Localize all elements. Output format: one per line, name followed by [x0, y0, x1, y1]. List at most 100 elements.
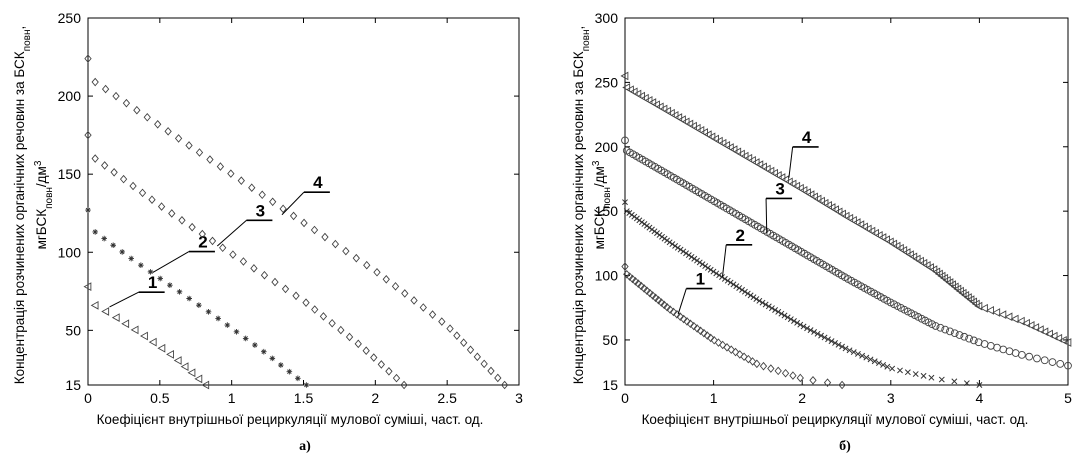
data-point	[130, 325, 139, 335]
data-point	[920, 372, 927, 379]
data-point	[777, 173, 786, 182]
data-point	[710, 335, 718, 345]
data-point	[428, 310, 437, 319]
y-axis-label-text: Концентрація розчинених органічних речов…	[571, 51, 586, 384]
data-point	[354, 339, 362, 349]
data-point	[1049, 331, 1058, 341]
data-point	[410, 296, 418, 305]
data-point	[473, 352, 481, 362]
data-point	[794, 319, 801, 326]
data-point	[237, 176, 245, 185]
data-point	[500, 380, 509, 390]
data-point	[951, 378, 958, 385]
data-point	[621, 136, 629, 145]
data-point	[659, 104, 668, 114]
y-axis-label-line1: Концентрація розчинених органічних речов…	[12, 26, 33, 385]
data-point	[904, 369, 911, 376]
data-point	[494, 373, 502, 383]
data-point	[111, 313, 120, 322]
data-point	[759, 162, 767, 172]
data-point	[998, 310, 1007, 320]
data-point	[621, 262, 629, 271]
data-point	[201, 380, 210, 390]
data-point	[711, 134, 719, 144]
data-point	[1033, 354, 1041, 363]
data-point	[722, 141, 731, 150]
data-point	[302, 298, 310, 307]
data-point	[166, 350, 174, 359]
data-point	[731, 347, 740, 357]
chart-panel-1: 0 0.5 1 1.5 2 2.5 3 15 50 100 150 200 250 1 2 3 4 Коефіці…	[12, 10, 523, 454]
data-point	[148, 337, 157, 347]
data-point	[648, 98, 657, 107]
y-axis-unit-tail: /дм	[592, 166, 607, 187]
data-point	[143, 112, 151, 122]
y-axis-label-subscript: повн	[22, 30, 33, 52]
data-point	[727, 279, 734, 286]
data-point	[941, 325, 950, 334]
data-point	[714, 338, 723, 347]
curve-label: 2	[198, 233, 207, 252]
data-point	[331, 239, 340, 249]
data-point	[680, 248, 687, 255]
data-point	[239, 257, 248, 266]
data-point	[733, 147, 742, 157]
x-tick-label: 2	[371, 390, 379, 406]
data-point	[838, 380, 846, 390]
data-point	[148, 195, 156, 205]
plot-frame	[87, 17, 520, 386]
data-point	[295, 375, 301, 382]
data-point	[167, 282, 173, 288]
data-point	[702, 263, 709, 270]
data-point	[453, 331, 461, 340]
data-point	[101, 235, 107, 242]
data-point	[1056, 360, 1065, 368]
data-point	[654, 295, 663, 305]
data-point	[219, 243, 227, 253]
data-point	[723, 343, 731, 352]
data-point	[875, 360, 882, 367]
data-point	[622, 83, 631, 92]
data-point	[195, 148, 204, 157]
data-point	[762, 164, 771, 174]
data-point	[646, 288, 654, 298]
data-point	[809, 376, 817, 385]
curve-label-leader	[721, 244, 727, 277]
data-point	[700, 328, 708, 338]
data-point	[814, 330, 821, 337]
data-point	[773, 171, 782, 180]
data-point	[198, 229, 206, 239]
data-point	[683, 317, 691, 326]
data-point	[729, 145, 738, 155]
data-point	[623, 269, 631, 279]
data-point	[931, 322, 940, 330]
data-point	[791, 318, 797, 324]
data-point	[180, 362, 189, 371]
data-point	[311, 305, 319, 314]
data-point	[157, 202, 166, 211]
data-point	[157, 343, 166, 353]
data-point	[897, 367, 903, 374]
data-point	[784, 314, 791, 321]
data-point	[750, 294, 757, 301]
data-point	[976, 382, 983, 388]
data-point	[1045, 329, 1053, 339]
data-point	[480, 359, 488, 369]
y-axis-label-text: Концентрація розчинених органічних речов…	[12, 51, 27, 384]
data-point	[438, 317, 446, 326]
data-point	[205, 309, 212, 315]
data-point	[92, 229, 98, 235]
curve-label-leader	[109, 291, 139, 308]
curve-label: 4	[313, 173, 323, 192]
data-point	[753, 296, 760, 302]
data-point	[880, 361, 887, 368]
data-point	[741, 288, 748, 295]
data-point	[669, 241, 676, 248]
y-tick-label: 200	[58, 88, 82, 104]
y-tick-label: 15	[65, 377, 81, 393]
curve-label: 3	[256, 201, 265, 220]
data-point	[736, 149, 745, 159]
y-axis-label-tail: ,	[571, 26, 586, 30]
y-tick-label: 15	[602, 377, 618, 393]
data-point	[821, 334, 828, 341]
